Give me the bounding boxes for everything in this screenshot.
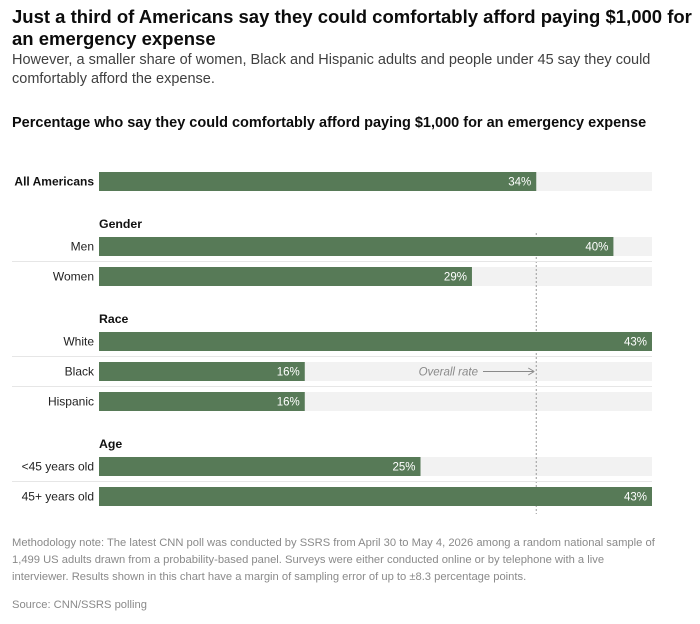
row-label: White bbox=[63, 335, 94, 349]
overall-rate-label: Overall rate bbox=[419, 367, 478, 379]
row-label: 45+ years old bbox=[22, 490, 94, 504]
chart-title: Percentage who say they could comfortabl… bbox=[12, 115, 647, 131]
bar bbox=[99, 457, 421, 476]
group-heading: Gender bbox=[99, 217, 142, 231]
row-label: All Americans bbox=[14, 175, 94, 189]
bar-value-label: 16% bbox=[277, 397, 300, 409]
group-heading: Race bbox=[99, 312, 129, 326]
group-heading: Age bbox=[99, 437, 122, 451]
bar-value-label: 29% bbox=[444, 272, 467, 284]
methodology-note: Methodology note: The latest CNN poll wa… bbox=[12, 537, 655, 583]
subheadline: However, a smaller share of women, Black… bbox=[12, 52, 651, 87]
bar bbox=[99, 172, 537, 191]
bar bbox=[99, 267, 472, 286]
row-label: Black bbox=[65, 365, 95, 379]
source-note: Source: CNN/SSRS polling bbox=[12, 599, 147, 611]
bar-value-label: 43% bbox=[624, 492, 647, 504]
bar-value-label: 40% bbox=[585, 242, 608, 254]
arrow-head-icon bbox=[528, 367, 535, 376]
bar bbox=[99, 487, 652, 506]
bar bbox=[99, 392, 305, 411]
row-label: Women bbox=[53, 270, 94, 284]
row-label: Hispanic bbox=[48, 395, 94, 409]
bar-value-label: 43% bbox=[624, 337, 647, 349]
row-label: <45 years old bbox=[22, 460, 94, 474]
bar bbox=[99, 237, 614, 256]
row-label: Men bbox=[71, 240, 94, 254]
bar-value-label: 16% bbox=[277, 367, 300, 379]
bar bbox=[99, 362, 305, 381]
bar-value-label: 25% bbox=[392, 462, 415, 474]
bar-value-label: 34% bbox=[508, 177, 531, 189]
bar bbox=[99, 332, 652, 351]
headline: Just a third of Americans say they could… bbox=[12, 6, 692, 49]
